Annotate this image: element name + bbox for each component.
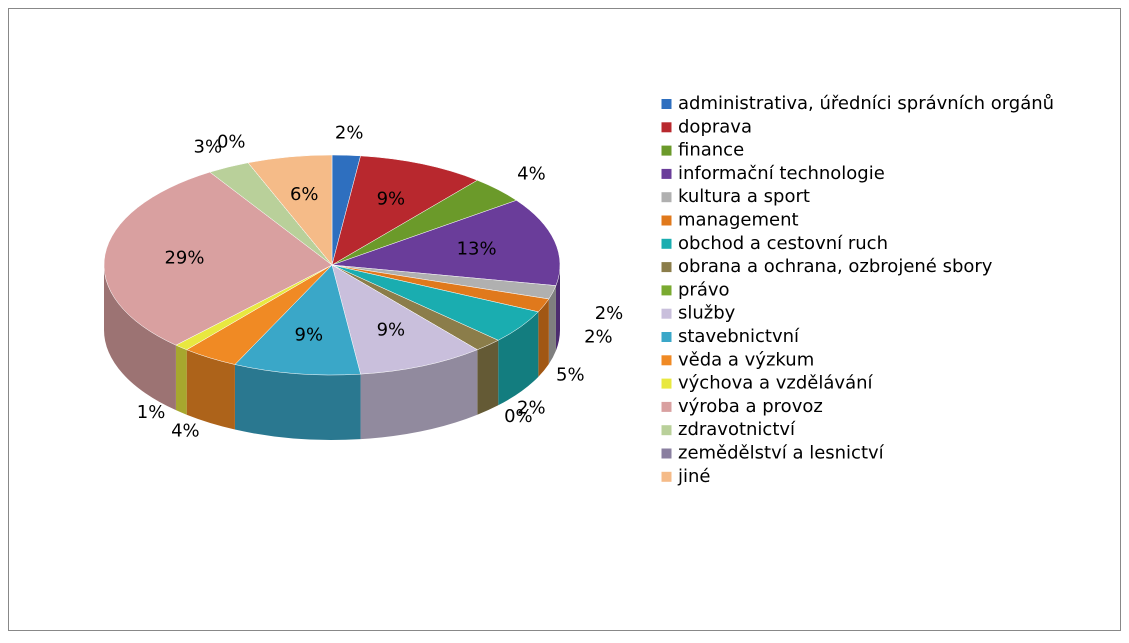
legend-swatch <box>660 214 673 227</box>
data-label: 2% <box>595 303 624 324</box>
data-label: 3% <box>194 136 223 157</box>
legend-swatch <box>660 354 673 367</box>
legend-label: zemědělství a lesnictví <box>678 443 885 464</box>
pie-slice <box>331 155 478 266</box>
legend-swatch <box>660 470 673 483</box>
legend-label: management <box>678 210 799 231</box>
legend-swatch <box>660 98 673 110</box>
legend-swatch <box>660 284 673 297</box>
data-label: 5% <box>556 365 585 386</box>
pie-side <box>234 364 361 441</box>
legend-swatch <box>660 331 673 343</box>
legend-label: finance <box>678 140 744 161</box>
legend-label: jiné <box>677 466 710 487</box>
data-label: 0% <box>504 406 533 427</box>
legend-label: obchod a cestovní ruch <box>678 233 888 254</box>
legend-label: služby <box>678 303 736 324</box>
legend-label: výchova a vzdělávání <box>678 373 874 394</box>
data-label: 4% <box>517 164 546 185</box>
legend-label: věda a výzkum <box>678 349 814 370</box>
pie-side <box>548 285 556 364</box>
legend-swatch <box>660 424 673 437</box>
legend-swatch <box>660 400 673 413</box>
data-label: 6% <box>290 184 319 205</box>
pie-side <box>477 340 499 415</box>
legend-label: stavebnictvní <box>678 326 800 347</box>
data-label: 2% <box>517 398 546 419</box>
legend-label: zdravotnictví <box>678 419 796 440</box>
pie-slice <box>103 171 333 346</box>
legend-label: výroba a provoz <box>678 396 823 417</box>
legend-swatch <box>660 237 673 250</box>
pie-slice <box>234 264 361 376</box>
data-label: 2% <box>335 122 364 143</box>
data-label: 9% <box>295 325 324 346</box>
pie-side <box>175 345 187 415</box>
legend-swatch <box>660 121 673 134</box>
data-label: 9% <box>377 188 406 209</box>
legend-swatch <box>660 307 673 320</box>
pie-side <box>104 265 176 411</box>
legend-label: kultura a sport <box>678 186 810 207</box>
pie-side <box>498 311 539 406</box>
data-label: 29% <box>164 247 204 268</box>
legend-label: doprava <box>678 116 752 137</box>
legend-swatch <box>660 144 673 157</box>
legend-swatch <box>660 377 673 390</box>
pie-side <box>555 265 560 351</box>
pie-side <box>538 298 549 377</box>
pie-slice <box>247 154 333 266</box>
pie-slice <box>331 200 561 286</box>
pie-side <box>186 349 235 430</box>
pie-slice <box>331 264 478 375</box>
legend-swatch <box>660 167 673 180</box>
legend-swatch <box>660 447 673 460</box>
legend-swatch <box>660 261 673 274</box>
data-label: 4% <box>171 420 200 441</box>
data-label: 0% <box>217 131 246 152</box>
legend-label: administrativa, úředníci správních orgán… <box>678 93 1054 114</box>
data-label: 2% <box>584 327 613 348</box>
legend-label: právo <box>678 279 730 300</box>
legend-swatch <box>660 191 673 204</box>
legend-label: informační technologie <box>678 163 885 184</box>
data-label: 13% <box>457 238 497 259</box>
data-label: 1% <box>137 402 166 423</box>
legend-label: obrana a ochrana, ozbrojené sbory <box>678 256 993 277</box>
data-label: 9% <box>377 320 406 341</box>
pie-side <box>360 349 478 440</box>
